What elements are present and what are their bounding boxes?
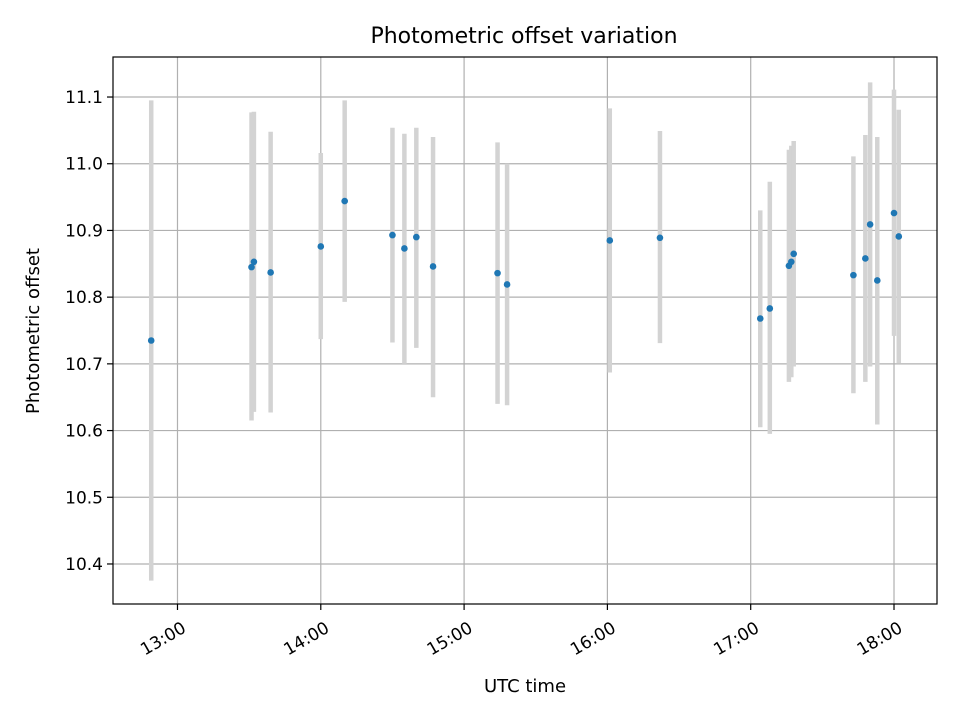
data-point (413, 233, 420, 241)
data-point (873, 277, 881, 284)
data-points (147, 197, 903, 344)
data-point (766, 305, 774, 312)
data-point (895, 233, 903, 240)
data-point (790, 250, 797, 258)
chart-title: Photometric offset variation (370, 24, 677, 49)
y-tick-label: 10.7 (65, 355, 103, 375)
data-point (788, 258, 795, 266)
data-point (850, 271, 857, 279)
y-tick-label: 11.0 (65, 155, 103, 175)
data-point (890, 209, 898, 217)
data-point (866, 221, 874, 228)
data-point (267, 269, 274, 276)
y-axis-ticks: 10.4 10.5 10.6 10.7 10.8 10.9 11.0 11.1 (65, 88, 113, 575)
data-point (341, 197, 348, 205)
data-point (317, 243, 325, 250)
data-point (401, 245, 408, 252)
data-point (862, 255, 869, 262)
y-tick-label: 10.6 (65, 422, 103, 442)
data-point (250, 258, 258, 266)
y-tick-label: 10.5 (65, 488, 103, 508)
data-point (503, 281, 511, 288)
data-point (606, 237, 614, 244)
x-axis-label: UTC time (484, 676, 566, 697)
y-axis-label: Photometric offset (23, 248, 44, 414)
data-point (389, 231, 396, 239)
plot-area-frame (112, 56, 938, 605)
data-point (147, 337, 155, 344)
y-tick-label: 10.4 (65, 555, 103, 575)
y-tick-label: 11.1 (65, 88, 103, 108)
data-point (429, 263, 437, 270)
y-tick-label: 10.8 (65, 288, 103, 308)
data-point (248, 263, 255, 271)
data-point (756, 315, 764, 322)
data-point (656, 234, 664, 242)
data-point (494, 269, 501, 277)
y-tick-label: 10.9 (65, 221, 103, 241)
